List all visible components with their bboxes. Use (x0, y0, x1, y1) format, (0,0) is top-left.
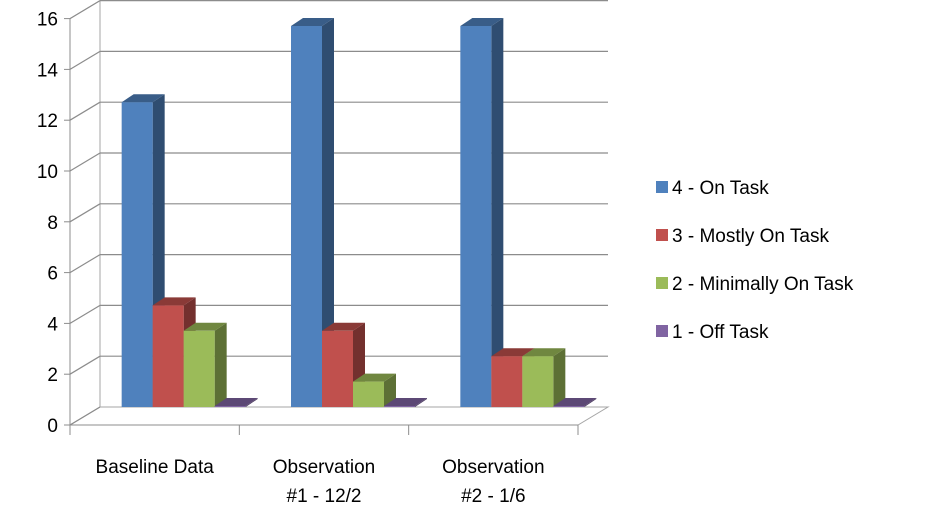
side-gridline (69, 406, 101, 426)
bar-0-series-0 (121, 94, 165, 407)
legend-item-3: 1 - Off Task (656, 322, 769, 343)
bar-side-face (553, 348, 566, 407)
axes (64, 18, 579, 435)
bar-top-face (553, 398, 597, 406)
legend-swatch (656, 229, 668, 241)
y-axis-tick-labels: 0 2 4 6 8 10 12 14 16 (37, 10, 59, 437)
bar-front-face (121, 102, 153, 407)
bar-top-face (152, 297, 196, 306)
bar-front-face (152, 305, 184, 407)
bar-front-face (384, 406, 415, 407)
y-tick-label: 6 (47, 264, 58, 285)
bar-top-face (353, 373, 396, 382)
legend-swatch (656, 181, 668, 193)
bar-front-face (491, 356, 523, 407)
y-tick-label: 10 (37, 162, 58, 183)
x-tick-label-line: Observation (442, 457, 544, 478)
bar-top-face (214, 398, 258, 406)
legend-swatch (656, 277, 668, 289)
bar-1-series-3 (384, 398, 427, 407)
legend-label: 3 - Mostly On Task (672, 226, 829, 247)
side-gridline (69, 355, 101, 375)
y-tick-label: 16 (37, 10, 58, 31)
bar-top-face (491, 348, 535, 357)
side-gridline (69, 304, 101, 324)
x-tick-label-line: #2 - 1/6 (461, 486, 525, 507)
bar-top-face (322, 322, 365, 331)
bar-2-series-2 (522, 348, 566, 407)
x-tick-label: Observation #1 - 12/2 (273, 457, 375, 507)
bar-top-face (183, 322, 227, 331)
bar-front-face (291, 26, 322, 407)
bar-side-face (384, 373, 396, 407)
x-tick-label-line: Baseline Data (96, 457, 215, 478)
bar-top-face (121, 94, 165, 103)
y-tick-label: 2 (47, 365, 58, 386)
side-gridline (69, 101, 101, 121)
side-gridline (69, 0, 101, 20)
bar-1-series-0 (291, 18, 334, 407)
side-gridline (69, 50, 101, 70)
bar-1-series-2 (353, 373, 396, 407)
bar-top-face (384, 398, 427, 406)
legend-item-1: 3 - Mostly On Task (656, 226, 829, 247)
x-tick-label-line: #1 - 12/2 (287, 486, 362, 507)
bar-front-face (522, 356, 554, 407)
bar-front-face (183, 330, 215, 407)
bar-side-face (491, 18, 504, 407)
bar-side-face (214, 322, 227, 407)
legend: 4 - On Task 3 - Mostly On Task 2 - Minimal… (656, 178, 854, 343)
x-tick-label: Baseline Data (96, 457, 215, 478)
y-tick-label: 4 (47, 314, 58, 335)
side-gridline (69, 254, 101, 274)
legend-label: 1 - Off Task (672, 322, 769, 343)
legend-swatch (656, 325, 668, 337)
y-tick-label: 12 (37, 111, 58, 132)
bar-side-face (584, 398, 597, 407)
legend-label: 4 - On Task (672, 178, 769, 199)
bar-front-face (322, 330, 353, 407)
bar-0-series-2 (183, 322, 227, 407)
bar-side-face (245, 398, 258, 407)
bar-top-face (522, 348, 566, 357)
side-gridline (69, 152, 101, 172)
y-tick-label: 0 (47, 416, 58, 437)
bar-front-face (214, 406, 246, 407)
bar-front-face (460, 26, 492, 407)
bar-0-series-3 (214, 398, 258, 407)
bar-front-face (353, 381, 384, 407)
y-tick-label: 8 (47, 213, 58, 234)
legend-label: 2 - Minimally On Task (672, 274, 854, 295)
bar-top-face (291, 18, 334, 26)
x-tick-label-line: Observation (273, 457, 375, 478)
bar-top-face (460, 18, 504, 26)
side-gridline (69, 203, 101, 223)
chart-floor (68, 406, 610, 426)
legend-item-0: 4 - On Task (656, 178, 769, 199)
bar-2-series-3 (553, 398, 597, 407)
bar-side-face (415, 398, 427, 407)
x-axis-tick-labels: Baseline Data Observation #1 - 12/2Observa… (96, 457, 545, 507)
legend-item-2: 2 - Minimally On Task (656, 274, 854, 295)
bar-2-series-0 (460, 18, 504, 407)
bar-front-face (553, 406, 585, 407)
bar-side-face (322, 18, 334, 407)
x-tick-label: Observation #2 - 1/6 (442, 457, 544, 507)
y-tick-label: 14 (37, 60, 59, 81)
bars-layer (121, 18, 597, 407)
